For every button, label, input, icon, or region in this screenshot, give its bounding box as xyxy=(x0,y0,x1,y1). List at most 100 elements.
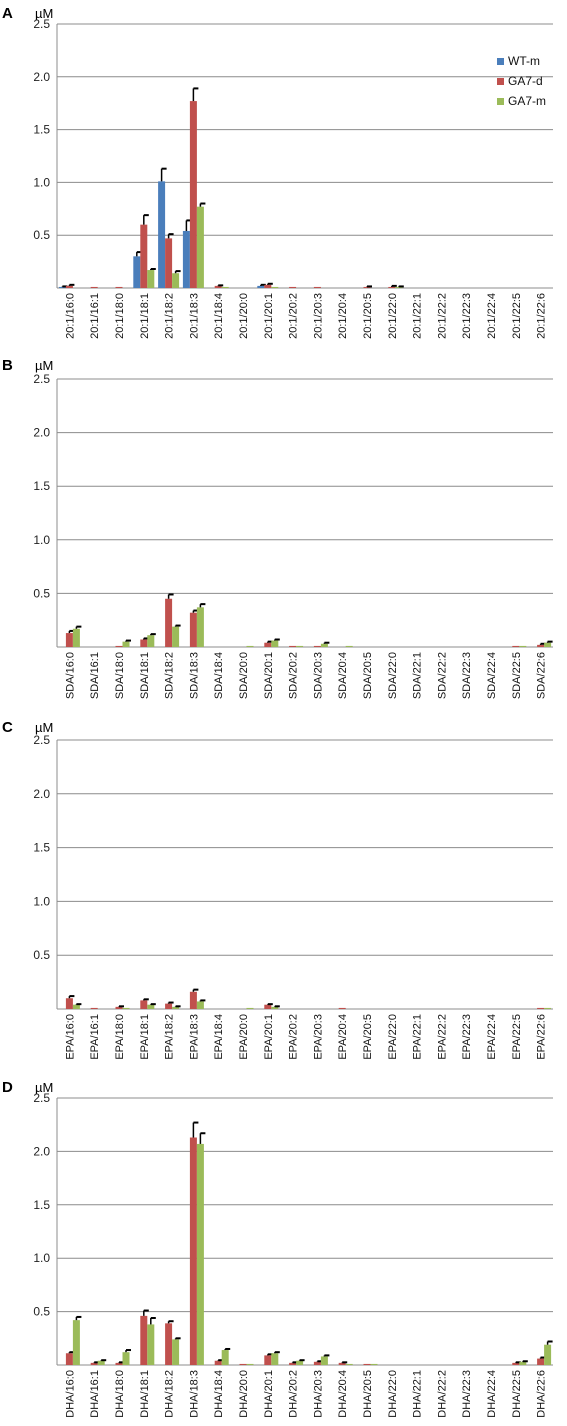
bar-ga7-d xyxy=(115,1362,123,1365)
bar-ga7-m xyxy=(345,645,353,647)
x-tick-label: SDA/22:1 xyxy=(412,652,424,699)
x-tick-label: 20:1/20:2 xyxy=(288,293,300,339)
panel-letter: C xyxy=(2,719,13,736)
panel-letter: D xyxy=(2,1079,13,1096)
bar-ga7-d xyxy=(537,644,545,647)
x-tick-label: SDA/22:6 xyxy=(536,652,548,699)
bar-ga7-d xyxy=(313,645,321,647)
y-tick-label: 2.0 xyxy=(33,426,50,440)
bar-wt-m xyxy=(58,286,66,288)
bar-ga7-d xyxy=(189,101,197,288)
x-tick-label: 20:1/18:1 xyxy=(139,293,151,339)
x-tick-label: SDA/20:5 xyxy=(362,652,374,699)
bar-wt-m xyxy=(133,256,141,288)
x-tick-label: EPA/22:4 xyxy=(486,1014,498,1060)
bar-ga7-d xyxy=(264,642,272,647)
bar-ga7-d xyxy=(140,639,148,647)
bar-ga7-d xyxy=(289,286,297,288)
bar-ga7-d xyxy=(140,1000,148,1009)
x-tick-label: DHA/22:0 xyxy=(387,1370,399,1418)
bar-ga7-d xyxy=(140,224,148,288)
x-tick-label: EPA/20:3 xyxy=(312,1014,324,1060)
x-tick-label: DHA/18:2 xyxy=(164,1370,176,1418)
bar-ga7-d xyxy=(512,1362,520,1365)
x-tick-label: EPA/20:0 xyxy=(238,1014,250,1060)
y-unit-label: µM xyxy=(35,720,53,735)
bar-ga7-m xyxy=(320,643,328,647)
x-tick-label: 20:1/22:4 xyxy=(486,293,498,339)
legend-swatch xyxy=(497,78,504,85)
bar-ga7-m xyxy=(221,286,229,288)
x-tick-label: EPA/20:4 xyxy=(337,1014,349,1060)
x-tick-label: EPA/16:1 xyxy=(89,1014,101,1060)
x-tick-label: DHA/20:3 xyxy=(312,1370,324,1418)
y-tick-label: 1.5 xyxy=(33,841,50,855)
bar-ga7-d xyxy=(65,285,73,288)
bar-ga7-d xyxy=(165,1003,173,1009)
x-tick-label: 20:1/18:0 xyxy=(114,293,126,339)
y-tick-label: 2.5 xyxy=(33,372,50,386)
bar-ga7-d xyxy=(264,1355,272,1365)
x-tick-label: DHA/18:1 xyxy=(139,1370,151,1418)
bar-ga7-m xyxy=(271,640,279,647)
panel-letter: A xyxy=(2,5,13,22)
bar-ga7-m xyxy=(72,628,80,647)
x-tick-label: SDA/18:1 xyxy=(139,652,151,699)
x-tick-label: DHA/22:1 xyxy=(412,1370,424,1418)
x-tick-label: SDA/20:2 xyxy=(288,652,300,699)
bar-ga7-d xyxy=(115,645,123,647)
bar-ga7-d xyxy=(90,1362,98,1365)
bar-ga7-m xyxy=(246,1007,254,1009)
x-tick-label: SDA/22:5 xyxy=(511,652,523,699)
x-tick-label: EPA/20:5 xyxy=(362,1014,374,1060)
x-tick-label: 20:1/20:5 xyxy=(362,293,374,339)
bar-ga7-m xyxy=(172,273,180,288)
x-tick-label: DHA/22:2 xyxy=(436,1370,448,1418)
bar-ga7-d xyxy=(537,1358,545,1365)
y-unit-label: µM xyxy=(35,358,53,373)
bar-ga7-m xyxy=(196,1001,204,1009)
x-tick-label: 20:1/20:0 xyxy=(238,293,250,339)
bar-ga7-d xyxy=(165,598,173,647)
bar-ga7-m xyxy=(196,607,204,647)
x-tick-label: 20:1/22:2 xyxy=(436,293,448,339)
bar-ga7-m xyxy=(221,1350,229,1365)
x-tick-label: EPA/18:2 xyxy=(164,1014,176,1060)
x-tick-label: 20:1/18:3 xyxy=(188,293,200,339)
bar-ga7-m xyxy=(296,1360,304,1365)
y-tick-label: 2.0 xyxy=(33,1144,50,1158)
bar-ga7-d xyxy=(214,1360,222,1365)
bar-ga7-m xyxy=(519,645,527,647)
x-tick-label: 20:1/16:1 xyxy=(89,293,101,339)
legend-label: WT-m xyxy=(508,54,540,68)
bar-ga7-m xyxy=(196,206,204,288)
x-tick-label: SDA/16:0 xyxy=(64,652,76,699)
bar-ga7-m xyxy=(172,1006,180,1009)
x-tick-label: 20:1/22:3 xyxy=(461,293,473,339)
bar-ga7-m xyxy=(97,1360,105,1365)
x-tick-label: EPA/22:2 xyxy=(436,1014,448,1060)
bar-ga7-d xyxy=(189,612,197,647)
x-tick-label: 20:1/20:1 xyxy=(263,293,275,339)
x-tick-label: 20:1/18:4 xyxy=(213,293,225,339)
bar-ga7-m xyxy=(544,642,552,647)
x-tick-label: SDA/16:1 xyxy=(89,652,101,699)
bar-wt-m xyxy=(182,230,190,288)
bar-ga7-m xyxy=(271,1006,279,1009)
x-tick-label: SDA/22:0 xyxy=(387,652,399,699)
bar-ga7-d xyxy=(264,1004,272,1009)
bar-ga7-m xyxy=(122,641,130,647)
bar-ga7-m xyxy=(147,270,155,288)
x-tick-label: DHA/22:5 xyxy=(511,1370,523,1418)
legend-label: GA7-m xyxy=(508,94,546,108)
x-tick-label: SDA/22:4 xyxy=(486,652,498,699)
x-tick-label: SDA/18:3 xyxy=(188,652,200,699)
x-tick-label: DHA/18:4 xyxy=(213,1370,225,1418)
x-tick-label: DHA/18:0 xyxy=(114,1370,126,1418)
bar-ga7-d xyxy=(214,285,222,288)
bar-ga7-d xyxy=(512,645,520,647)
bar-ga7-m xyxy=(370,1363,378,1365)
x-tick-label: DHA/20:0 xyxy=(238,1370,250,1418)
